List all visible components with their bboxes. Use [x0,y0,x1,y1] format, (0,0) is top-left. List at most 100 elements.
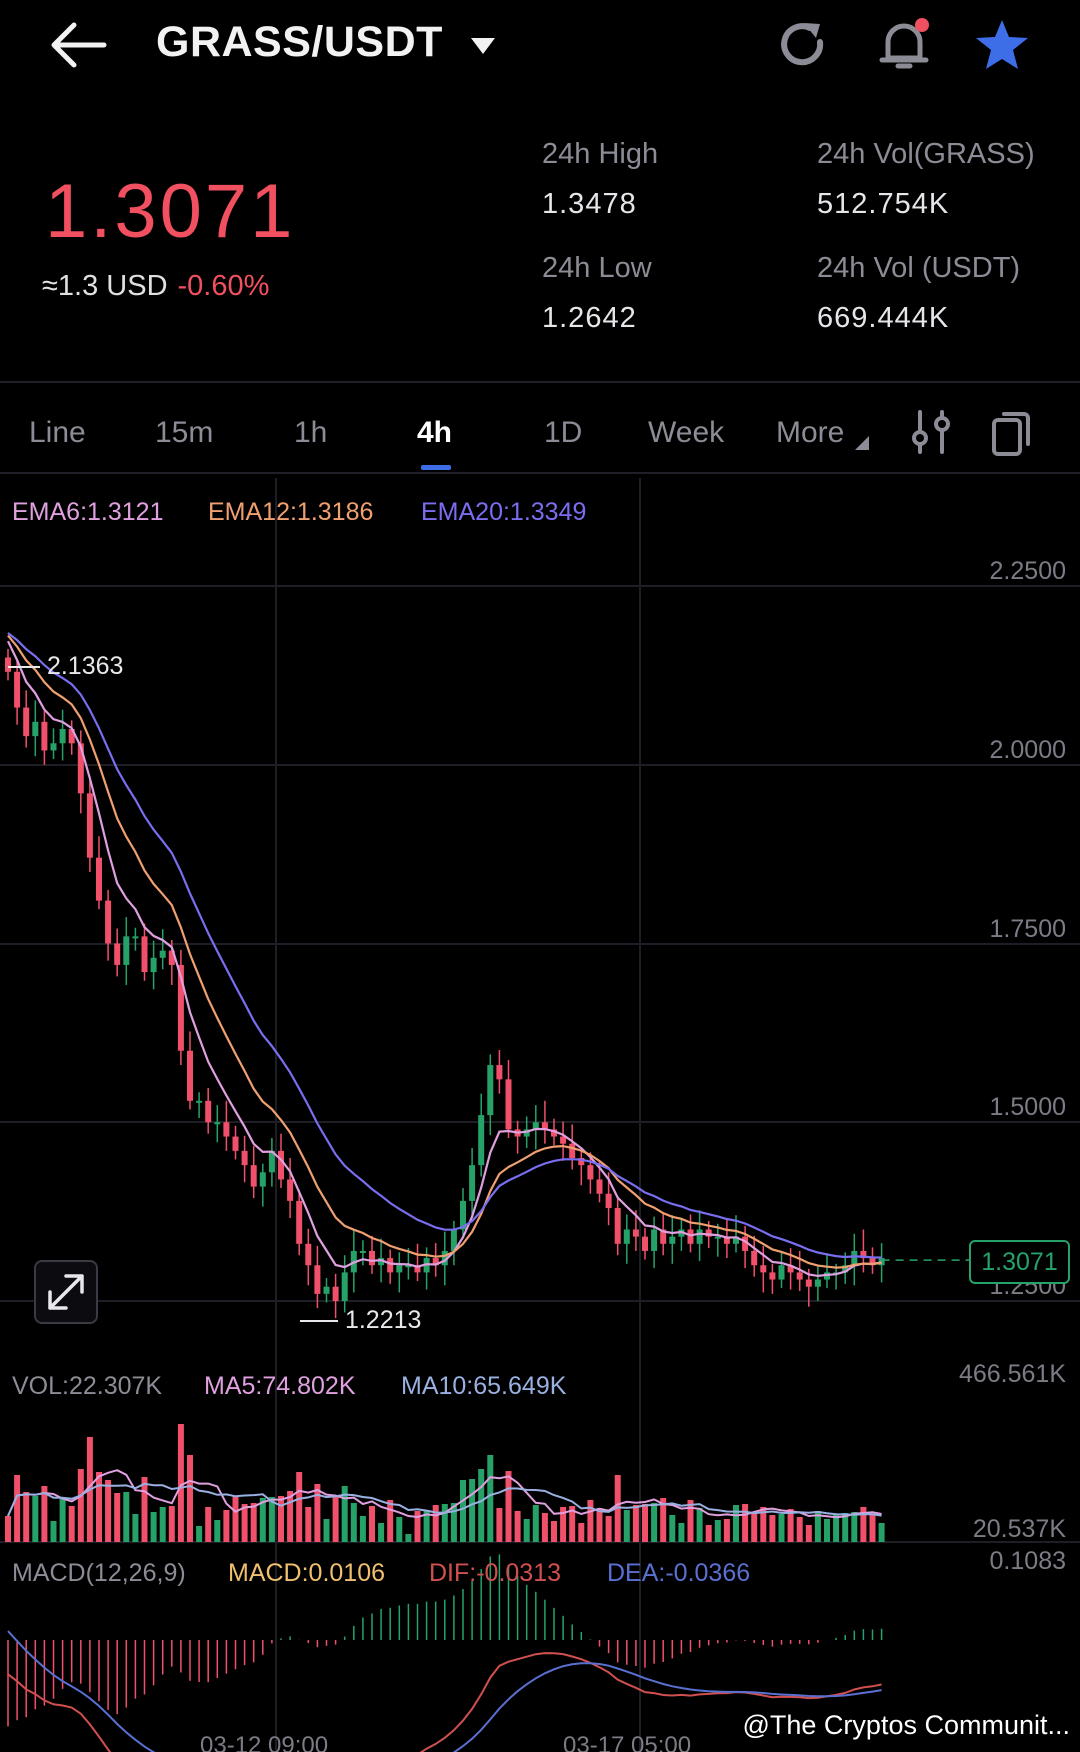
volume-bar [623,1510,630,1542]
candle-body [541,1122,548,1130]
layout-switch-icon[interactable] [990,408,1034,458]
candle-body [478,1115,485,1166]
volume-bar [769,1515,776,1542]
ema12-legend: EMA12:1.3186 [208,498,374,526]
volume-bar [14,1475,21,1542]
last-price: 1.3071 [45,169,296,254]
candle-body [268,1150,275,1173]
volume-bar [378,1523,385,1542]
volume-bar [714,1520,721,1542]
volume-bar [833,1514,840,1542]
volume-bar [796,1517,803,1542]
volume-bar [514,1511,521,1542]
candle-body [287,1179,294,1201]
volume-bar [487,1455,494,1542]
candle-body [196,1100,203,1103]
price-change: -0.60% [177,270,270,302]
volume-bar [532,1505,539,1542]
volume-bar [268,1497,275,1542]
ema20-line [7,632,882,1259]
volume-bar [705,1525,712,1542]
tab-1h[interactable]: 1h [294,416,328,449]
min-marker-value: 1.2213 [344,1306,422,1334]
candle-body [341,1272,348,1301]
volume-bar [323,1519,330,1542]
tab-more[interactable]: More [776,416,845,449]
expand-icon [48,1274,84,1310]
max-marker: 2.1363 [8,652,123,681]
volume-bar [414,1511,421,1542]
volume-bar [578,1523,585,1542]
back-arrow-icon[interactable] [48,20,108,70]
candle-body [241,1150,248,1166]
expand-chart-button[interactable] [34,1260,98,1324]
pair-title[interactable]: GRASS/USDT [156,18,443,66]
candle-body [105,900,112,944]
volume-bar [205,1507,212,1542]
candle-body [796,1272,803,1280]
tab-line[interactable]: Line [29,416,86,449]
candle-body [168,950,175,965]
candle-body [187,1050,193,1101]
y-axis-label: 2.0000 [989,736,1066,764]
candle-body [696,1229,703,1244]
candle-body [296,1200,303,1244]
candle-body [869,1258,876,1266]
dropdown-caret-icon[interactable] [470,36,496,56]
candle-body [141,936,148,973]
volume-bar [860,1507,867,1542]
more-caret-icon[interactable] [855,436,869,450]
vol-base-label: 24h Vol(GRASS) [817,138,1035,170]
vol-legend: VOL:22.307K [12,1372,163,1400]
volume-bar [250,1503,257,1542]
volume-bar [187,1455,193,1542]
ma10-legend: MA10:65.649K [401,1372,567,1400]
volume-bar [469,1479,476,1542]
volume-bar [196,1526,203,1542]
indicator-settings-icon[interactable] [910,408,954,456]
candle-body [387,1258,394,1273]
volume-bar [232,1496,239,1542]
tab-4h[interactable]: 4h [417,416,453,449]
tab-15m[interactable]: 15m [155,416,214,449]
volume-bar [432,1505,439,1542]
volume-bar [851,1512,858,1542]
volume-bar [168,1506,175,1542]
volume-bar [824,1519,830,1542]
star-icon[interactable] [974,18,1030,72]
bell-icon[interactable] [878,16,932,72]
volume-bar [551,1521,557,1542]
tab-1d[interactable]: 1D [544,416,583,449]
volume-bar [842,1513,849,1542]
volume-bar [605,1516,612,1542]
candle-body [605,1193,612,1209]
volume-bar [223,1510,230,1542]
volume-bar [569,1506,576,1542]
volume-bar [96,1472,102,1542]
candle-body [787,1265,794,1273]
candle-body [860,1250,867,1259]
candle-body [150,957,157,973]
candle-body [742,1236,749,1251]
candle-body [651,1229,658,1251]
volume-bar [878,1523,885,1542]
candle-body [878,1258,885,1266]
volume-bar [68,1506,75,1542]
vol-base-value: 512.754K [817,188,950,220]
volume-bar [159,1507,166,1542]
divider [0,472,1080,474]
tab-week[interactable]: Week [648,416,725,449]
volume-bar [332,1496,339,1542]
volume-bar [814,1511,821,1542]
candle-body [814,1279,821,1287]
candle-body [378,1258,385,1266]
candle-body [96,857,102,901]
candle-body [450,1229,457,1251]
volume-bar [305,1507,312,1542]
high-label: 24h High [542,138,659,170]
refresh-icon[interactable] [776,18,832,74]
volume-bar [450,1503,457,1542]
volume-bar [114,1493,121,1542]
candlestick-chart[interactable] [0,478,1080,1752]
ema20-legend: EMA20:1.3349 [421,498,587,526]
